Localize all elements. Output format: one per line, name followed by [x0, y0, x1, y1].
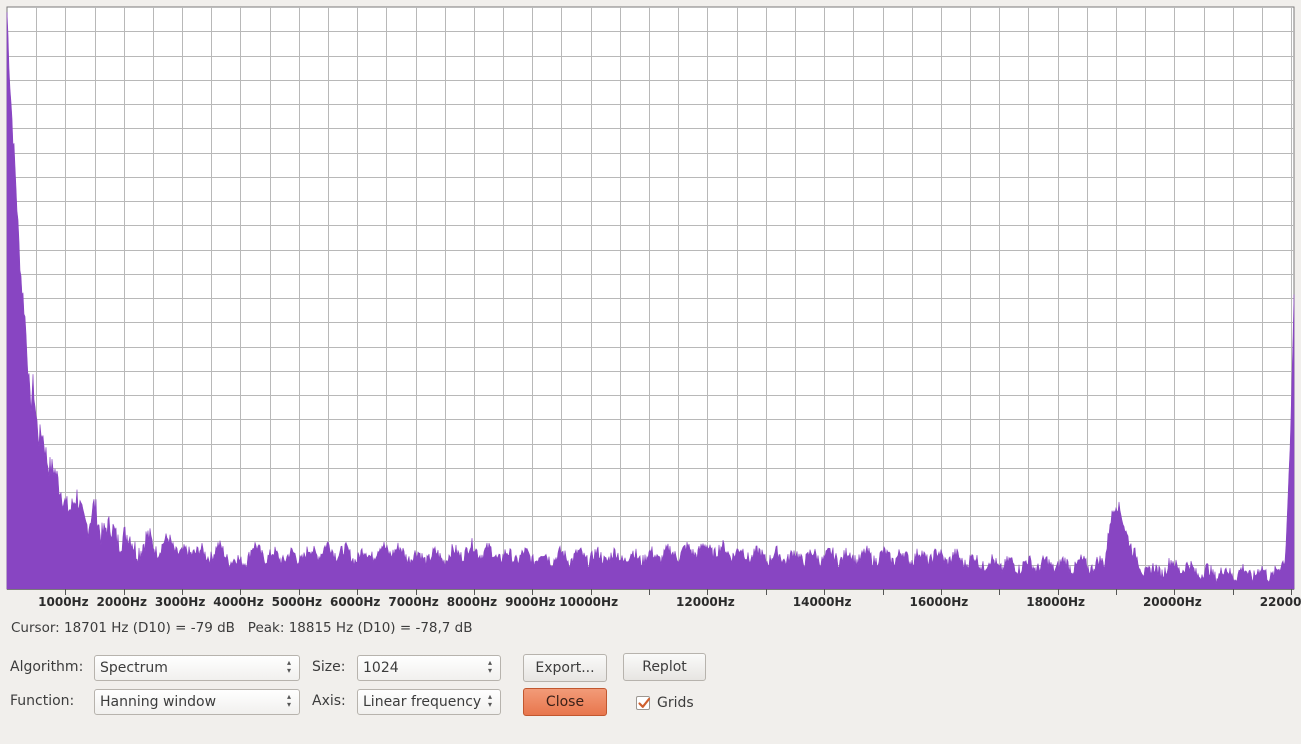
up-down-arrows-icon: ▴ ▾: [487, 692, 492, 709]
x-axis-tick-label: 9000Hz: [505, 595, 555, 609]
x-axis-tick-label: 14000Hz: [793, 595, 852, 609]
x-axis-tick-label: 20000Hz: [1143, 595, 1202, 609]
export-button[interactable]: Export...: [523, 654, 607, 682]
size-select[interactable]: 1024 ▴ ▾: [357, 655, 501, 681]
axis-select[interactable]: Linear frequency ▴ ▾: [357, 689, 501, 715]
close-button[interactable]: Close: [523, 688, 607, 716]
up-down-arrows-icon: ▴ ▾: [286, 692, 291, 709]
algorithm-value: Spectrum: [100, 660, 168, 676]
x-axis-tick-label: 16000Hz: [909, 595, 968, 609]
x-axis-tick-label: 18000Hz: [1026, 595, 1085, 609]
cursor-readout: Cursor: 18701 Hz (D10) = -79 dB: [11, 620, 235, 636]
up-down-arrows-icon: ▴ ▾: [487, 658, 492, 675]
x-axis-tick-label: 8000Hz: [447, 595, 497, 609]
size-label: Size:: [312, 659, 346, 675]
algorithm-label: Algorithm:: [10, 659, 84, 675]
algorithm-select[interactable]: Spectrum ▴ ▾: [94, 655, 300, 681]
spectrum-plot-area[interactable]: 1000Hz 2000Hz 3000Hz 4000Hz 5000Hz 6000Hz 7000…: [0, 0, 1301, 616]
x-axis-tick-label: 6000Hz: [330, 595, 380, 609]
x-axis-tick-label: 7000Hz: [388, 595, 438, 609]
function-select[interactable]: Hanning window ▴ ▾: [94, 689, 300, 715]
x-axis-tick-label: 5000Hz: [272, 595, 322, 609]
status-bar: Cursor: 18701 Hz (D10) = -79 dB Peak: 18…: [11, 620, 473, 636]
grids-label: Grids: [657, 695, 694, 711]
function-label: Function:: [10, 693, 75, 709]
up-down-arrows-icon: ▴ ▾: [286, 658, 291, 675]
grids-checkbox[interactable]: [636, 696, 651, 710]
axis-label: Axis:: [312, 693, 346, 709]
x-axis-tick-label: 4000Hz: [213, 595, 263, 609]
peak-readout: Peak: 18815 Hz (D10) = -78,7 dB: [247, 620, 473, 636]
replot-button[interactable]: Replot: [623, 653, 706, 681]
x-axis-tick-label: 1000Hz: [38, 595, 88, 609]
size-value: 1024: [363, 660, 399, 676]
spectrum-chart[interactable]: 1000Hz 2000Hz 3000Hz 4000Hz 5000Hz 6000Hz 7000…: [0, 0, 1301, 616]
function-value: Hanning window: [100, 694, 217, 710]
x-axis-tick-label: 12000Hz: [676, 595, 735, 609]
x-axis-tick-label: 22000Hz: [1260, 595, 1301, 609]
x-axis-tick-label: 3000Hz: [155, 595, 205, 609]
axis-value: Linear frequency: [363, 694, 482, 710]
x-axis-tick-label: 2000Hz: [97, 595, 147, 609]
spectrum-series-area: [6, 12, 1295, 590]
x-axis-tick-label: 10000Hz: [559, 595, 618, 609]
checkmark-icon: [638, 697, 651, 708]
